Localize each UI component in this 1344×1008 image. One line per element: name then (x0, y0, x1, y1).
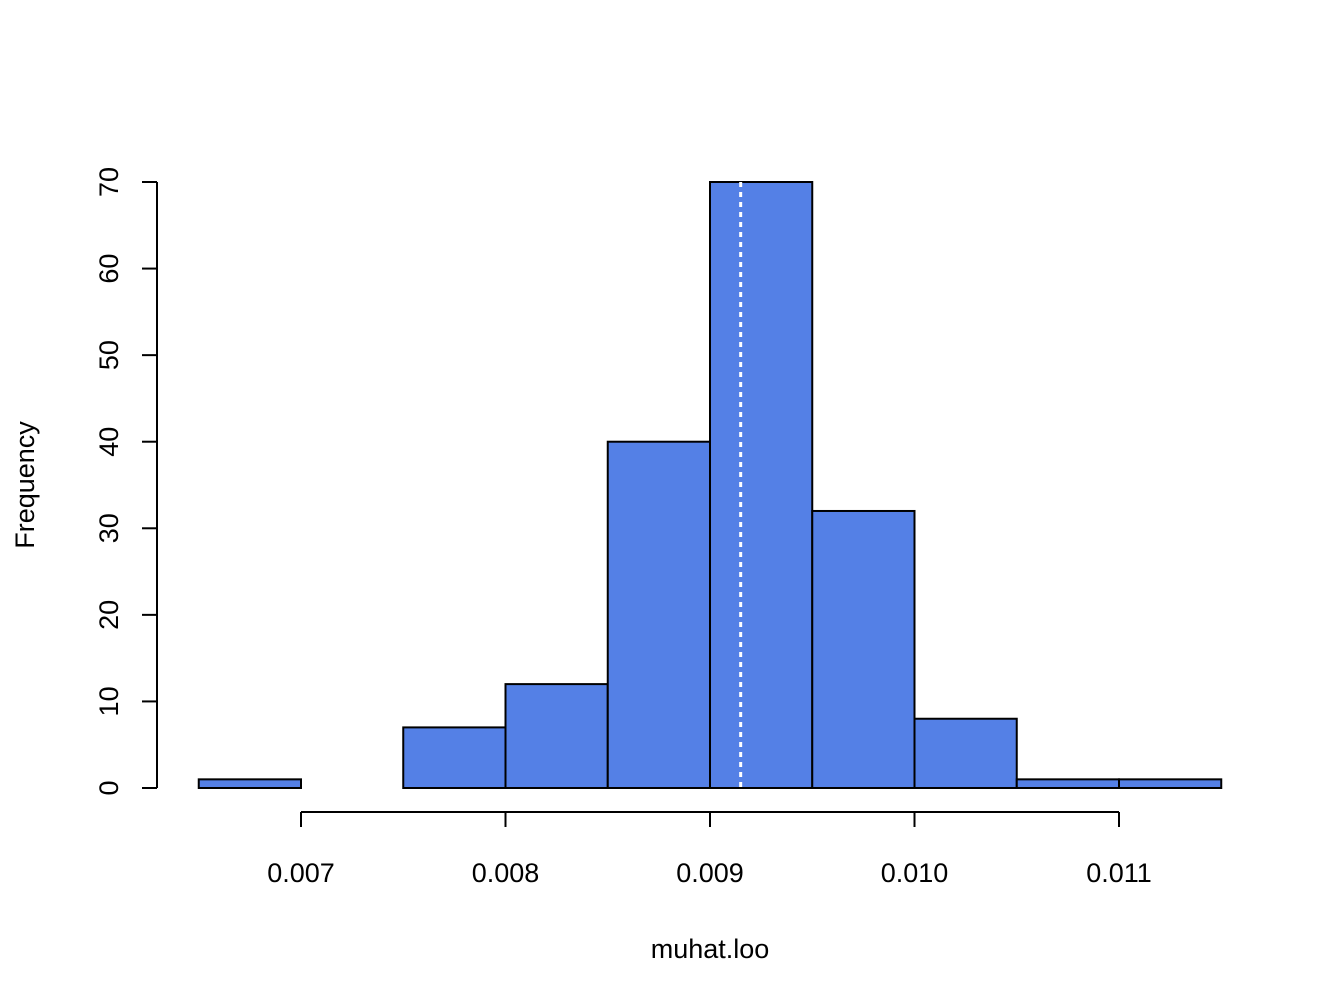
x-tick-label: 0.007 (267, 858, 335, 888)
bar (811, 509, 916, 789)
x-tick-label: 0.009 (676, 858, 744, 888)
y-axis-label: Frequency (10, 421, 40, 549)
y-tick-label: 20 (94, 600, 124, 630)
x-tick-label: 0.008 (472, 858, 540, 888)
y-tick-label: 70 (94, 167, 124, 197)
y-tick-label: 30 (94, 513, 124, 543)
bar (197, 778, 302, 789)
bar (504, 683, 609, 789)
y-tick-label: 10 (94, 686, 124, 716)
x-axis-label: muhat.loo (651, 934, 770, 964)
bar (913, 717, 1018, 789)
bar (1118, 778, 1223, 789)
x-tick-label: 0.011 (1086, 858, 1152, 888)
bar (606, 440, 711, 789)
bar (402, 726, 507, 790)
y-tick-label: 50 (94, 340, 124, 370)
bar (1015, 778, 1120, 789)
bar (709, 181, 814, 789)
y-tick-label: 40 (94, 427, 124, 457)
y-tick-label: 60 (94, 254, 124, 284)
x-tick-label: 0.010 (881, 858, 949, 888)
y-tick-label: 0 (94, 780, 124, 795)
